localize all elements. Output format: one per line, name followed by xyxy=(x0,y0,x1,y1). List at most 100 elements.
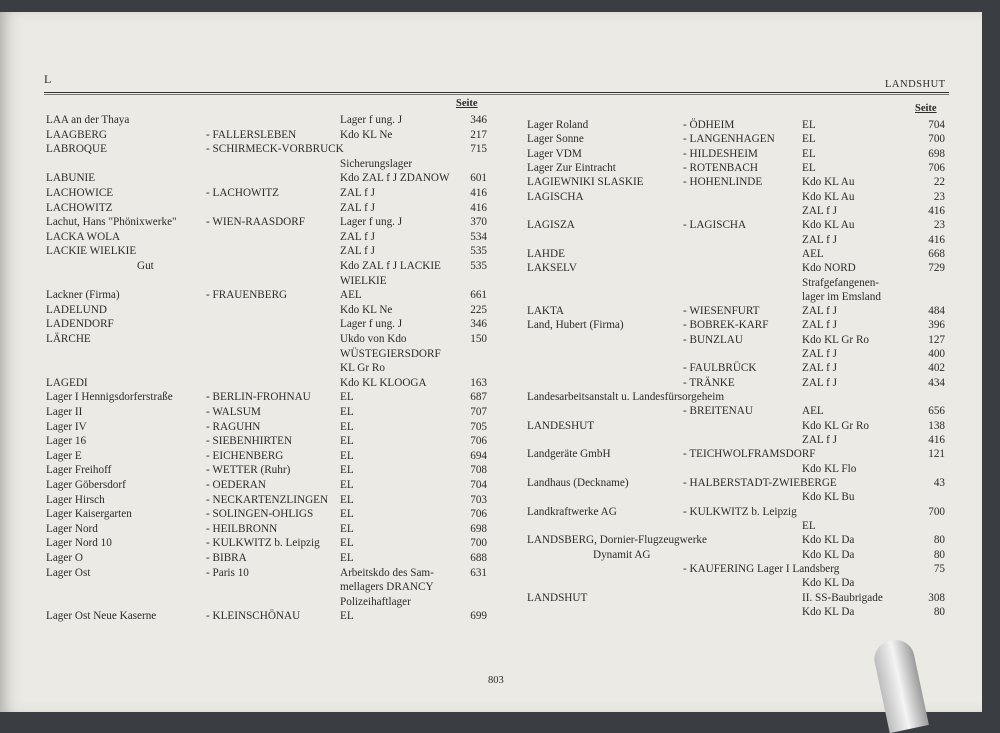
entry-location: - ÖDHEIM xyxy=(683,119,735,131)
entry-camp-type: Kdo KL Ne xyxy=(340,128,393,141)
entry-name: Lager VDM xyxy=(527,147,582,160)
entry-name: Land, Hubert (Firma) xyxy=(527,319,624,332)
entry-page: 698 xyxy=(470,522,487,535)
entry-camp-type: KL Gr Ro xyxy=(340,362,385,375)
entry-location: - BIBRA xyxy=(206,552,247,564)
entry-camp-type: Kdo KL KLOOGA xyxy=(340,376,427,389)
entry-location: - BOBREK-KARF xyxy=(683,319,769,332)
entry-page: 707 xyxy=(470,406,487,418)
entry-name: Lager Nord 10 xyxy=(46,537,112,550)
entry-page: 416 xyxy=(470,187,487,199)
entry-camp-type: ZAL f J xyxy=(802,233,838,246)
entry-camp-type: Kdo KL Au xyxy=(802,176,855,189)
entry-camp-type: lager im Emsland xyxy=(802,290,881,303)
entry-name: Lager II xyxy=(46,406,83,418)
entry-name: LAA an der Thaya xyxy=(46,114,130,126)
entry-name: LADELUND xyxy=(46,303,107,316)
entry-camp-type: Kdo KL Au xyxy=(802,190,855,203)
entry-name: Lager 16 xyxy=(46,435,87,448)
entry-name: Lager IV xyxy=(46,420,87,433)
entry-camp-type: ZAL f J xyxy=(802,376,838,389)
entry-camp-type: EL xyxy=(340,406,354,418)
entry-camp-type: Ukdo von Kdo xyxy=(340,333,407,345)
entry-page: 416 xyxy=(928,204,945,217)
entry-camp-type: ZAL f J xyxy=(802,434,838,447)
entry-page: 699 xyxy=(470,610,487,623)
entry-name: LÄRCHE xyxy=(46,333,91,345)
entry-page: 535 xyxy=(470,245,487,258)
entry-camp-type: Kdo KL Gr Ro xyxy=(802,419,870,432)
entry-name: Lager Roland xyxy=(527,119,589,131)
entry-location: - RAGUHN xyxy=(206,420,261,433)
entry-page: 400 xyxy=(928,348,945,361)
entry-page: 535 xyxy=(470,260,487,272)
book-page: L LANDSHUT Seite Seite LAA an der Thaya L… xyxy=(0,12,982,712)
entry-page: 127 xyxy=(928,333,945,346)
entry-page: 138 xyxy=(928,419,945,432)
entry-camp-type: Kdo KL Bu xyxy=(802,491,855,504)
entry-page: 150 xyxy=(470,333,487,345)
entry-camp-type: EL xyxy=(340,493,354,506)
entry-location: - TRÄNKE xyxy=(683,376,735,389)
entry-location: - FRAUENBERG xyxy=(206,289,288,302)
entry-name: Dynamit AG xyxy=(593,548,651,561)
entry-camp-type: EL xyxy=(802,519,816,532)
page-number: 803 xyxy=(488,675,504,686)
entry-name: LACHOWITZ xyxy=(46,201,113,214)
entry-camp-type: EL xyxy=(340,391,354,404)
entry-location: - FAULBRÜCK xyxy=(683,362,757,375)
entry-name: LANDSBERG, Dornier-Flugzeugwerke xyxy=(527,534,707,547)
entry-name: LACHOWICE xyxy=(46,187,114,199)
entry-name: LAGISCHA xyxy=(527,190,584,203)
entry-page: 484 xyxy=(928,305,945,318)
entry-name: Landhaus (Deckname) xyxy=(527,477,629,489)
entry-page: 416 xyxy=(928,233,945,246)
entry-name: Lager Freihoff xyxy=(46,464,112,477)
entry-camp-type: EL xyxy=(802,147,816,160)
entry-page: 703 xyxy=(470,493,487,506)
entry-location: - SOLINGEN-OHLIGS xyxy=(206,508,314,521)
entry-camp-type: Kdo KL Da xyxy=(802,577,855,590)
entry-page: 698 xyxy=(928,147,945,160)
entry-page: 402 xyxy=(928,362,945,375)
entry-name: Lager Göbersdorf xyxy=(46,479,126,491)
entry-name: Lager Hirsch xyxy=(46,493,105,506)
entry-camp-type: Kdo KL Ne xyxy=(340,303,393,316)
entry-page: 601 xyxy=(470,172,487,185)
entry-camp-type: ZAL f J xyxy=(340,201,376,214)
entry-page: 700 xyxy=(928,505,945,518)
entry-camp-type: EL xyxy=(340,552,354,564)
entry-page: 704 xyxy=(928,119,945,131)
entry-name: LACKA WOLA xyxy=(46,230,121,243)
entry-camp-type: WÜSTEGIERSDORF xyxy=(340,347,441,360)
entry-name: Gut xyxy=(137,260,154,272)
entry-name: LAGIEWNIKI SLASKIE xyxy=(527,176,644,189)
entry-camp-type: Kdo KL Flo xyxy=(802,462,857,475)
entry-camp-type: Lager f ung. J xyxy=(340,114,403,126)
entry-camp-type: EL xyxy=(340,435,354,448)
entry-location: - BREITENAU xyxy=(683,405,753,418)
entry-page: 661 xyxy=(470,289,487,302)
entry-camp-type: EL xyxy=(340,449,354,462)
entry-location: - SIEBENHIRTEN xyxy=(206,435,293,448)
entry-page: 43 xyxy=(933,477,945,489)
entry-page: 80 xyxy=(933,548,945,561)
entry-location: - LANGENHAGEN xyxy=(683,133,775,146)
entry-camp-type: ZAL f J xyxy=(340,187,376,199)
entry-page: 656 xyxy=(928,405,945,418)
entry-name: LABUNIE xyxy=(46,172,96,185)
entry-camp-type: EL xyxy=(340,537,354,550)
entry-name: Lackner (Firma) xyxy=(46,289,120,302)
entry-page: 688 xyxy=(470,552,487,564)
entry-camp-type: Strafgefangenen- xyxy=(802,276,880,289)
entry-camp-type: EL xyxy=(340,522,354,535)
page-column-header-left: Seite xyxy=(456,98,478,109)
entry-name: Lager Ost xyxy=(46,566,91,579)
entry-location: - SCHIRMECK-VORBRUCK xyxy=(206,143,344,156)
entry-page: 687 xyxy=(470,391,487,404)
entry-camp-type: EL xyxy=(340,464,354,477)
entry-camp-type: Lager f ung. J xyxy=(340,216,403,229)
entry-page: 80 xyxy=(933,605,945,618)
entry-page: 217 xyxy=(470,128,487,141)
header-rule xyxy=(44,92,949,93)
